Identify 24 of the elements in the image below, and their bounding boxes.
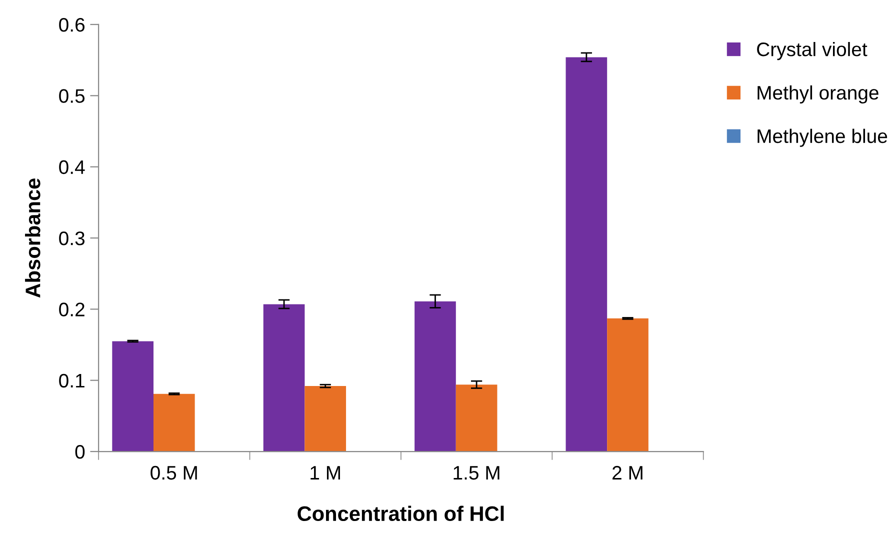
bar <box>414 301 456 452</box>
y-tick-label: 0.3 <box>59 231 85 246</box>
legend-label: Methylene blue <box>758 128 888 147</box>
x-axis-title: Concentration of HCl <box>298 506 504 522</box>
y-tick-label: 0 <box>75 444 85 459</box>
y-tick-label: 0.6 <box>59 18 85 32</box>
bar <box>607 318 648 452</box>
y-tick-label: 0.5 <box>59 89 85 103</box>
y-tick-label: 0.4 <box>59 160 85 174</box>
bar <box>263 304 305 452</box>
y-axis-title: Absorbance <box>25 178 40 298</box>
bar <box>304 386 346 452</box>
x-tick-label: 0.5 M <box>150 466 197 480</box>
x-tick-label: 2 M <box>612 466 642 480</box>
bar <box>566 57 608 452</box>
legend-label: Crystal violet <box>757 42 868 60</box>
y-tick-label: 0.2 <box>59 302 84 316</box>
y-tick-label: 0.1 <box>59 374 84 388</box>
bar <box>456 384 498 452</box>
bar <box>112 341 154 452</box>
x-tick-label: 1.5 M <box>454 466 500 480</box>
legend-label: Methyl orange <box>758 85 878 104</box>
bar <box>153 394 195 452</box>
x-tick-label: 1 M <box>310 466 340 480</box>
